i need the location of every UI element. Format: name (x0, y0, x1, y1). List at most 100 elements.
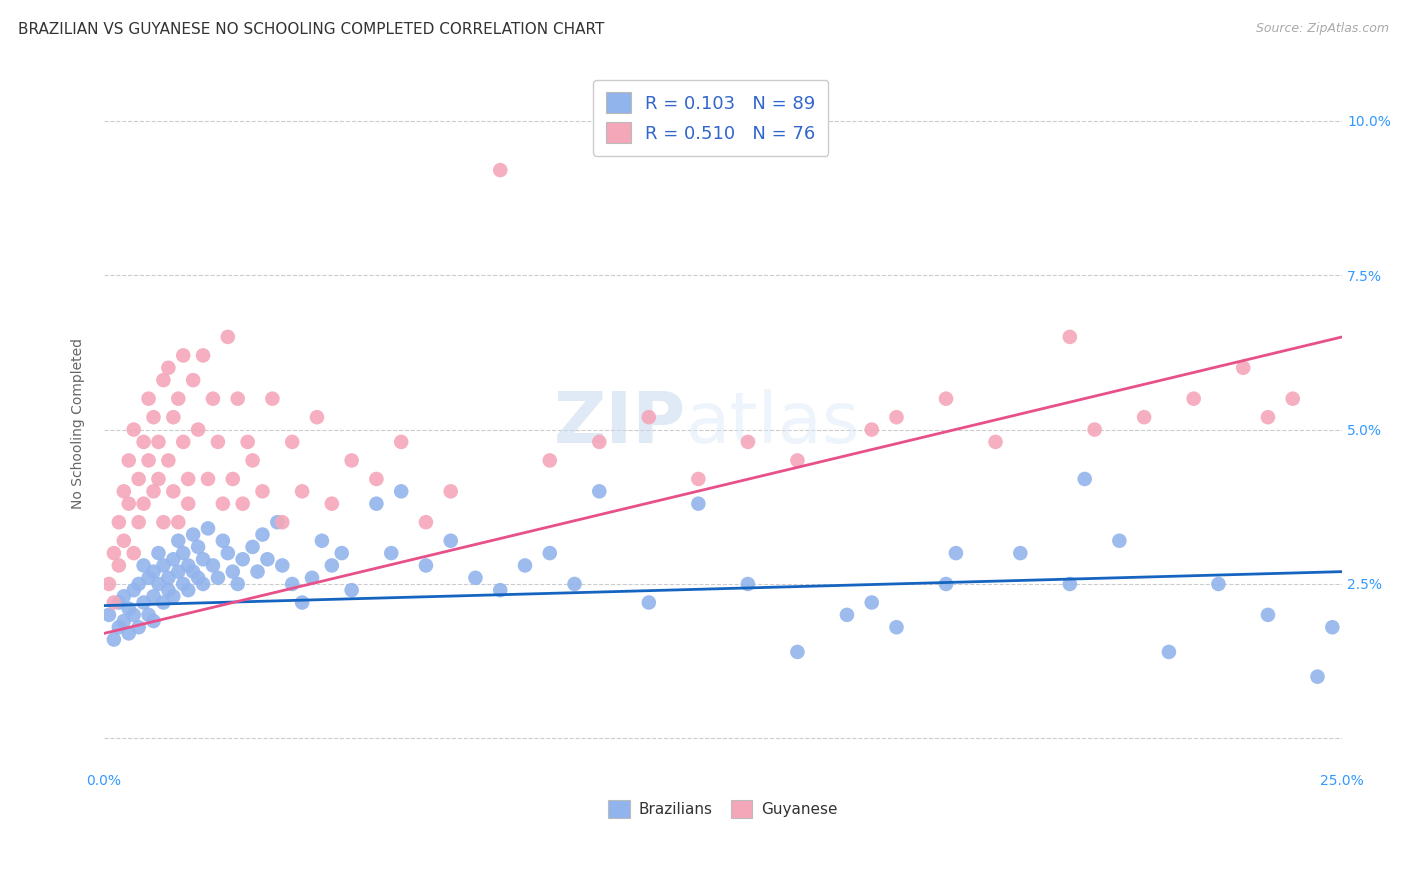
Legend: Brazilians, Guyanese: Brazilians, Guyanese (602, 794, 844, 824)
Point (305, 410, 328, 425)
Point (1306, 670, 1329, 684)
Point (222, 472, 245, 486)
Point (142, 565, 165, 579)
Point (181, 527, 204, 541)
Point (103, 632, 125, 647)
Point (935, 577, 957, 591)
Point (138, 453, 160, 467)
Point (207, 434, 229, 449)
Point (1322, 620, 1344, 634)
Point (197, 521, 219, 535)
Point (112, 614, 135, 628)
Point (142, 410, 165, 425)
Point (108, 515, 131, 529)
Point (380, 546, 402, 560)
Point (172, 348, 194, 362)
Point (389, 434, 412, 449)
Point (97, 577, 120, 591)
Point (128, 515, 150, 529)
Point (138, 392, 160, 406)
Point (122, 546, 145, 560)
Point (167, 392, 190, 406)
Point (191, 577, 214, 591)
Text: atlas: atlas (686, 389, 860, 458)
Point (172, 434, 194, 449)
Point (236, 434, 259, 449)
Point (226, 577, 249, 591)
Point (167, 515, 190, 529)
Point (1257, 607, 1279, 622)
Point (440, 484, 463, 499)
Point (217, 330, 239, 344)
Point (172, 577, 194, 591)
Point (138, 571, 160, 585)
Point (191, 552, 214, 566)
Point (291, 484, 314, 499)
Point (301, 571, 323, 585)
Point (1059, 577, 1081, 591)
Point (1133, 410, 1156, 425)
Point (588, 484, 610, 499)
Point (1108, 533, 1130, 548)
Point (1059, 330, 1081, 344)
Point (128, 472, 150, 486)
Point (366, 472, 388, 486)
Point (637, 410, 659, 425)
Point (157, 453, 180, 467)
Point (118, 453, 141, 467)
Point (142, 484, 165, 499)
Point (187, 540, 209, 554)
Point (197, 472, 219, 486)
Point (281, 434, 304, 449)
Point (262, 392, 284, 406)
Point (232, 552, 254, 566)
Point (242, 540, 264, 554)
Point (217, 546, 239, 560)
Point (118, 601, 141, 615)
Point (564, 577, 586, 591)
Point (177, 558, 200, 573)
Point (118, 497, 141, 511)
Point (389, 484, 412, 499)
Point (103, 595, 125, 609)
Point (1182, 392, 1205, 406)
Point (886, 620, 908, 634)
Point (177, 497, 200, 511)
Point (1010, 546, 1032, 560)
Point (1157, 645, 1180, 659)
Point (1257, 410, 1279, 425)
Point (142, 590, 165, 604)
Point (201, 558, 224, 573)
Point (108, 558, 131, 573)
Point (132, 497, 155, 511)
Point (291, 595, 314, 609)
Point (187, 571, 209, 585)
Point (321, 497, 343, 511)
Point (181, 373, 204, 387)
Point (142, 614, 165, 628)
Point (737, 577, 759, 591)
Point (637, 595, 659, 609)
Point (181, 565, 204, 579)
Point (128, 577, 150, 591)
Point (132, 558, 155, 573)
Point (201, 392, 224, 406)
Point (538, 546, 561, 560)
Point (212, 533, 235, 548)
Point (212, 497, 235, 511)
Point (1281, 392, 1303, 406)
Point (330, 546, 353, 560)
Point (588, 434, 610, 449)
Point (157, 360, 180, 375)
Point (148, 434, 170, 449)
Point (177, 472, 200, 486)
Point (737, 434, 759, 449)
Point (138, 607, 160, 622)
Point (415, 515, 437, 529)
Point (132, 434, 155, 449)
Y-axis label: No Schooling Completed: No Schooling Completed (72, 338, 86, 508)
Point (162, 552, 184, 566)
Point (152, 515, 174, 529)
Point (152, 595, 174, 609)
Point (132, 595, 155, 609)
